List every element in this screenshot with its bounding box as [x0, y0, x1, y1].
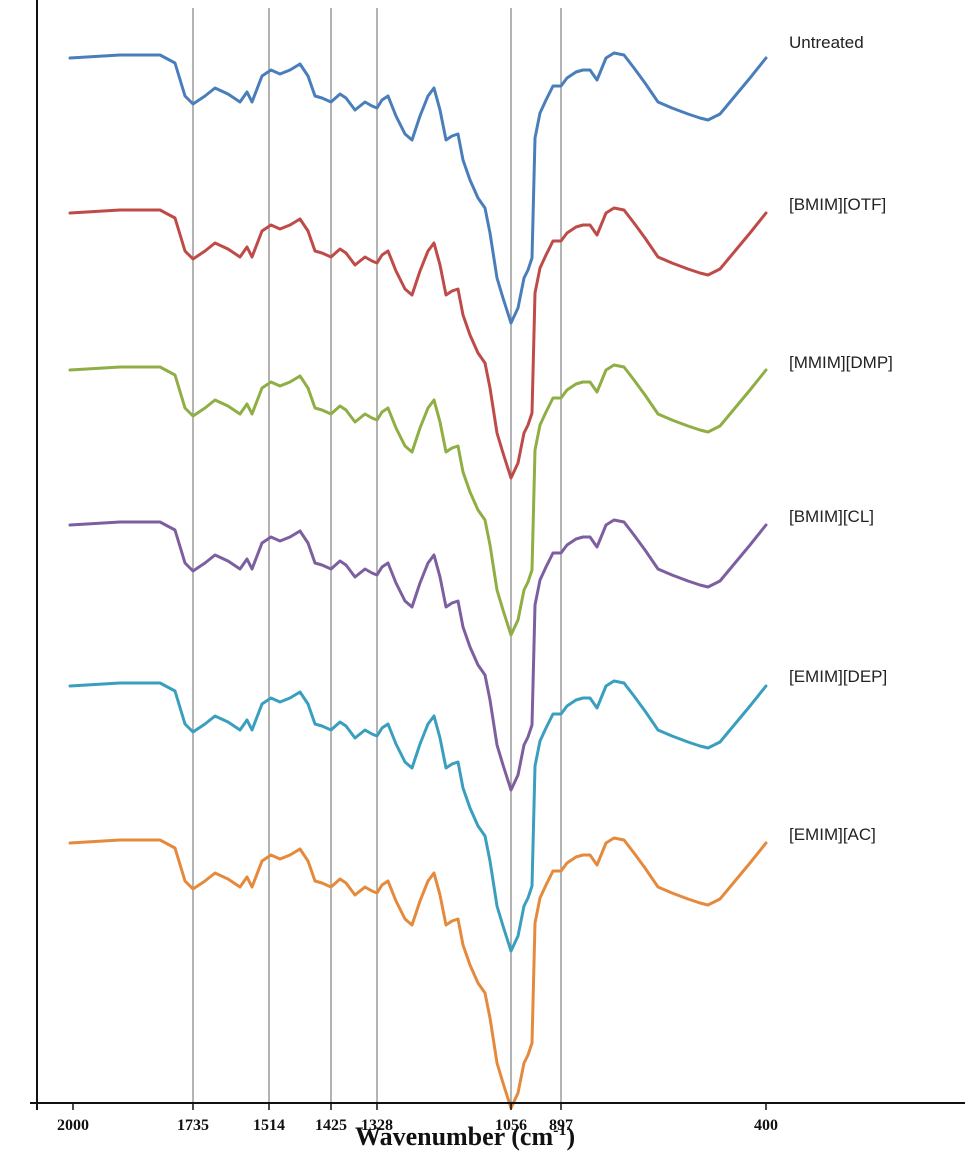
x-tick-label: 400: [754, 1117, 778, 1134]
x-tick-label: 1056: [495, 1117, 527, 1134]
x-axis-title: Wavenumber (cm-1): [355, 1122, 575, 1151]
x-tick-label: 1328: [361, 1117, 393, 1134]
series-label-5: [EMIM][AC]: [789, 825, 876, 844]
x-ticks: 2000 1735 1514 1425 1328 1056 897 400: [57, 1103, 778, 1134]
x-tick-label: 1514: [253, 1117, 285, 1134]
spectrum-line-5: [68, 836, 768, 1110]
spectrum-line-1: [68, 206, 768, 480]
x-tick-label: 1425: [315, 1117, 347, 1134]
x-tick-label: 897: [549, 1117, 573, 1134]
spectrum-line-4: [68, 679, 768, 953]
series-label-4: [EMIM][DEP]: [789, 667, 887, 686]
reference-lines: [192, 8, 562, 1103]
x-tick-label: 1735: [177, 1117, 209, 1134]
spectra: [68, 51, 768, 1110]
series-label-1: [BMIM][OTF]: [789, 195, 886, 214]
series-label-2: [MMIM][DMP]: [789, 353, 893, 372]
series-label-0: Untreated: [789, 33, 864, 52]
series-label-3: [BMIM][CL]: [789, 507, 874, 526]
spectrum-line-3: [68, 518, 768, 792]
x-tick-label: 2000: [57, 1117, 89, 1134]
spectrum-line-2: [68, 363, 768, 637]
series-labels: Untreated [BMIM][OTF] [MMIM][DMP] [BMIM][CL…: [789, 33, 893, 844]
spectrum-line-0: [68, 51, 768, 325]
